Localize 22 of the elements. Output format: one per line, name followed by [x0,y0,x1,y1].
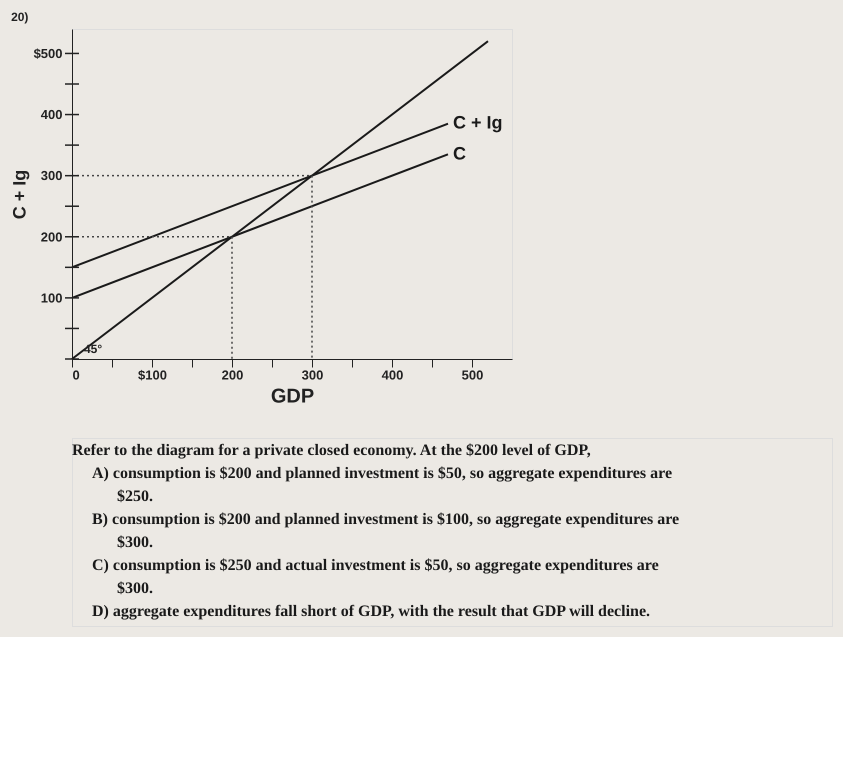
text: B) consumption is $200 and planned investment is $100, so aggregate expenditures are $300. [92,511,680,551]
y-tick-label: 100 [40,290,62,306]
x-tick-label: 500 [462,368,484,382]
y-tick-label: 200 [40,229,62,244]
x-tick-label: 400 [382,368,404,382]
x-tick-label: $100 [138,368,167,382]
y-axis-title: C + Ig [10,170,30,220]
x-tick-label: 300 [302,368,324,382]
text: D) aggregate expenditures fall short of GDP, with the result that GDP will decline. [92,603,650,620]
chart-title: 20) [11,10,28,24]
x-tick-label: 200 [222,368,244,382]
x-axis-title: GDP [270,386,314,408]
series-label: C + Ig [453,112,503,133]
y-tick-label: 300 [40,168,62,184]
y-tick-label: 400 [40,107,62,122]
text: C) consumption is $250 and actual investment is $50, so aggregate expenditures are $300. [92,557,659,597]
y-tick-label: $500 [34,46,62,61]
text: A) consumption is $200 and planned investment is $50, so aggregate expenditures are $250. [92,465,672,505]
text: Refer to the diagram for a private closed economy. At the $200 level of GDP, [72,442,591,459]
x-tick-label: 0 [72,368,80,382]
annotation: 45° [84,342,102,356]
series-label: C [453,143,466,164]
